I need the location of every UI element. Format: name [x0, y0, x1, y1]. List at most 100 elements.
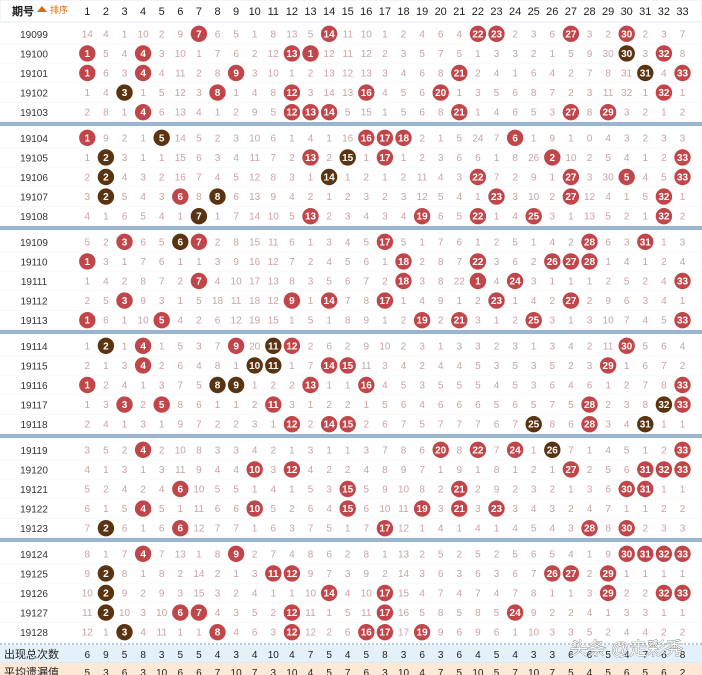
- ball-number: 4: [140, 49, 146, 60]
- miss-value: 3: [494, 49, 500, 60]
- miss-value: 4: [345, 237, 351, 248]
- ball-number: 8: [215, 192, 221, 203]
- miss-value: 1: [382, 549, 388, 560]
- miss-value: 1: [680, 420, 686, 431]
- miss-value: 2: [178, 569, 184, 580]
- red-ball: [358, 129, 375, 146]
- red-ball: [376, 604, 394, 621]
- header-number: 23: [490, 6, 502, 18]
- miss-value: 3: [680, 524, 686, 535]
- miss-value: 4: [605, 192, 611, 203]
- miss-value: 2: [587, 465, 593, 476]
- red-ball: [283, 461, 301, 478]
- stats-value: 6: [587, 650, 593, 661]
- table-header: 期号 排序 1 2 3 4 5 6 7 8 9 10 11 12 13 14 15 16 17 18 19 20 21 22 2…: [0, 0, 702, 23]
- stats-value: 5: [85, 668, 91, 675]
- table-row: 19099 14 4 1 10 2 9 7 6 5 1 8 13 5 14 11 10 1 2 4 6 4 22 23 2 3 6 2…: [0, 24, 702, 44]
- miss-value: 8: [643, 400, 649, 411]
- miss-value: 17: [398, 628, 410, 639]
- ball-number: 24: [510, 445, 522, 456]
- miss-value: 3: [159, 296, 165, 307]
- ball-number: 33: [677, 153, 689, 164]
- miss-value: 2: [550, 192, 556, 203]
- red-ball: [153, 396, 170, 413]
- ball-number: 13: [305, 153, 317, 164]
- miss-value: 4: [643, 173, 649, 184]
- miss-value: 4: [159, 69, 165, 80]
- blue-ball: [655, 396, 673, 413]
- miss-value: 10: [268, 69, 280, 80]
- miss-value: 5: [512, 381, 518, 392]
- miss-value: 2: [85, 296, 91, 307]
- miss-value: 7: [159, 549, 165, 560]
- ball-number: 28: [584, 400, 596, 411]
- miss-value: 5: [661, 316, 667, 327]
- miss-value: 1: [680, 608, 686, 619]
- miss-value: 12: [193, 524, 205, 535]
- miss-value: 1: [326, 608, 332, 619]
- period-number: 19108: [20, 212, 48, 223]
- stats-value: 3: [438, 650, 444, 661]
- stats-value: 3: [159, 650, 165, 661]
- miss-value: 6: [178, 361, 184, 372]
- miss-value: 10: [528, 628, 540, 639]
- miss-value: 4: [419, 589, 425, 600]
- miss-value: 1: [215, 108, 221, 119]
- ball-number: 1: [85, 49, 91, 60]
- miss-value: 3: [550, 628, 556, 639]
- ball-number: 12: [286, 420, 298, 431]
- ball-number: 17: [379, 296, 391, 307]
- header-number: 3: [121, 6, 127, 18]
- miss-value: 13: [324, 69, 336, 80]
- miss-value: 7: [531, 569, 537, 580]
- ball-number: 32: [658, 400, 670, 411]
- miss-value: 7: [401, 420, 407, 431]
- red-ball: [209, 624, 226, 641]
- miss-value: 2: [512, 485, 518, 496]
- table-row: 19118 2 4 1 3 1 9 7 2 2 3 1 12 2 14 15 2 6 7 5 7 7 7 6 7 25 8 6 28 3 4…: [0, 414, 702, 435]
- miss-value: 2: [568, 361, 574, 372]
- stats-row: 平均遗漏值 5 3 6 3 10 6 6 7 10 7 3 10 4 5 7 6 3 10 4 7 5 10 5 7 10 7 5 4 5…: [0, 663, 702, 675]
- blue-ball: [544, 441, 561, 458]
- miss-value: 2: [326, 628, 332, 639]
- sort-button[interactable]: 排序: [50, 4, 68, 15]
- ball-number: 20: [435, 445, 447, 456]
- red-ball: [581, 253, 598, 270]
- red-ball: [302, 104, 319, 121]
- miss-value: 7: [494, 133, 500, 144]
- miss-value: 1: [122, 257, 128, 268]
- miss-value: 2: [215, 133, 221, 144]
- miss-value: 2: [568, 504, 574, 515]
- ball-number: 2: [103, 589, 109, 600]
- ball-number: 32: [658, 589, 670, 600]
- sort-arrow-icon[interactable]: [37, 6, 47, 12]
- stats-value: 4: [587, 668, 593, 675]
- miss-value: 1: [643, 153, 649, 164]
- miss-value: 3: [457, 569, 463, 580]
- miss-value: 30: [603, 49, 615, 60]
- miss-value: 6: [364, 504, 370, 515]
- ball-number: 14: [324, 589, 336, 600]
- blue-ball: [618, 45, 635, 62]
- miss-value: 13: [286, 29, 298, 40]
- miss-value: 10: [361, 29, 373, 40]
- stats-value: 5: [122, 650, 128, 661]
- miss-value: 3: [587, 316, 593, 327]
- miss-value: 5: [643, 192, 649, 203]
- miss-value: 3: [401, 192, 407, 203]
- ball-number: 19: [417, 316, 429, 327]
- blue-ball: [116, 624, 133, 641]
- miss-value: 5: [475, 381, 481, 392]
- miss-value: 1: [643, 257, 649, 268]
- miss-value: 4: [252, 88, 258, 99]
- miss-value: 11: [194, 504, 205, 515]
- blue-ball: [97, 168, 115, 186]
- miss-value: 1: [122, 341, 128, 352]
- miss-value: 6: [624, 465, 630, 476]
- miss-value: 2: [308, 192, 314, 203]
- miss-value: 4: [494, 108, 500, 119]
- ball-number: 4: [140, 341, 146, 352]
- red-ball: [525, 208, 542, 225]
- ball-number: 9: [233, 69, 239, 80]
- miss-value: 6: [475, 153, 481, 164]
